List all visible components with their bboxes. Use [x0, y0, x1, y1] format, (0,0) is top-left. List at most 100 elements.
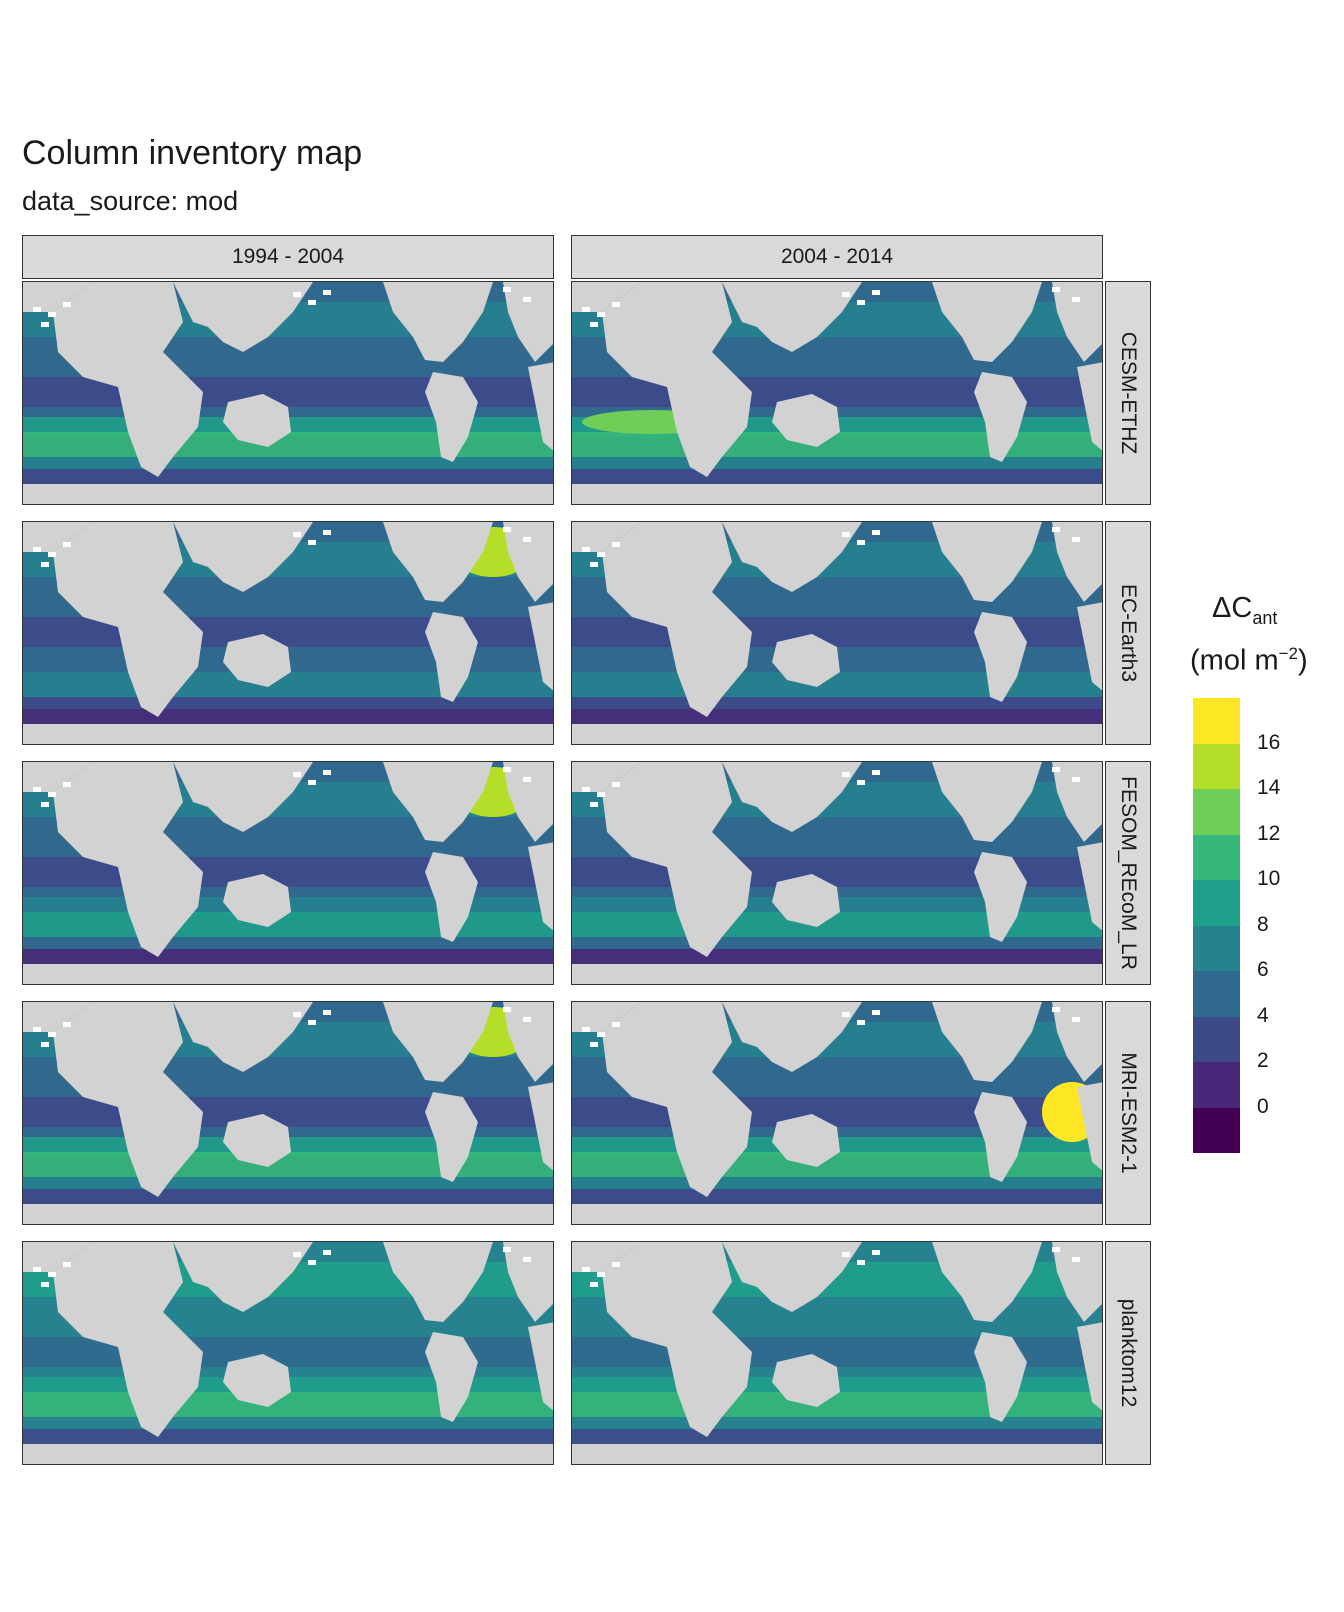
map-panel: [571, 1241, 1103, 1465]
landmass: [974, 1092, 1027, 1182]
landmass: [425, 852, 478, 942]
legend-tick-label: 14: [1257, 776, 1281, 799]
landmass: [503, 1242, 553, 1322]
landmass: [1052, 1242, 1102, 1322]
map-panel: [22, 521, 554, 745]
facet-label: planktom12: [1117, 1298, 1140, 1408]
legend-title: ΔCant: [1212, 592, 1278, 628]
landmass: [528, 1322, 553, 1411]
landmass: [602, 762, 752, 957]
landmass: [503, 282, 553, 362]
landmass: [383, 282, 493, 362]
legend-color-bin: [1193, 1062, 1240, 1108]
map-panel: [571, 761, 1103, 985]
landmass: [772, 1114, 840, 1167]
map-panel: [571, 281, 1103, 505]
landmass: [572, 1002, 642, 1032]
landmass: [1077, 1322, 1102, 1411]
landmass: [528, 362, 553, 451]
landmass: [425, 1092, 478, 1182]
landmass: [772, 634, 840, 687]
landmass: [572, 762, 642, 792]
facet-label: FESOM_REcoM_LR: [1117, 776, 1140, 970]
landmass: [722, 762, 862, 832]
map-panel: [22, 281, 554, 505]
map-canvas: [23, 1242, 553, 1464]
legend-tick-label: 0: [1257, 1094, 1269, 1118]
landmass: [932, 762, 1042, 842]
landmass: [932, 522, 1042, 602]
legend-color-bin: [1193, 789, 1240, 835]
landmass: [173, 1002, 313, 1072]
landmass: [503, 1002, 553, 1082]
map-canvas: [23, 762, 553, 984]
facet-label: MRI-ESM2-1: [1117, 1052, 1140, 1174]
landmass: [118, 562, 153, 617]
landmass: [425, 1332, 478, 1422]
map-canvas: [572, 762, 1102, 984]
legend-tick-label: 4: [1257, 1003, 1269, 1027]
landmass: [503, 762, 553, 842]
facet-label: CESM-ETHZ: [1117, 331, 1140, 455]
legend-tick-label: 16: [1257, 730, 1281, 754]
landmass: [667, 1282, 702, 1337]
landmass: [602, 282, 752, 477]
landmass: [772, 874, 840, 927]
legend-color-bin: [1193, 925, 1240, 971]
map-panel: [22, 1241, 554, 1465]
landmass: [383, 762, 493, 842]
map-panel: [22, 761, 554, 985]
landmass: [572, 522, 642, 552]
map-panel: [571, 1001, 1103, 1225]
map-panel: [22, 1001, 554, 1225]
landmass: [974, 612, 1027, 702]
landmass: [118, 322, 153, 377]
landmass: [528, 602, 553, 691]
landmass: [667, 322, 702, 377]
landmass: [1052, 762, 1102, 842]
landmass: [1077, 1082, 1102, 1171]
landmass: [722, 282, 862, 352]
map-canvas: [572, 282, 1102, 504]
facet-strip-col-2: 2004 - 2014: [571, 235, 1103, 279]
landmass: [1077, 362, 1102, 451]
landmass: [53, 282, 203, 477]
map-panel: [571, 521, 1103, 745]
facet-strip-row-1: CESM-ETHZ: [1105, 281, 1151, 505]
landmass: [425, 372, 478, 462]
facet-strip-col-1: 1994 - 2004: [22, 235, 554, 279]
landmass: [1052, 1002, 1102, 1082]
landmass: [23, 282, 93, 312]
landmass: [503, 522, 553, 602]
landmass: [53, 1242, 203, 1437]
landmass: [53, 762, 203, 957]
landmass: [974, 372, 1027, 462]
landmass: [53, 1002, 203, 1197]
legend-tick-label: 2: [1257, 1049, 1269, 1072]
facet-label: 2004 - 2014: [780, 245, 894, 268]
landmass: [23, 1002, 93, 1032]
landmass: [1052, 282, 1102, 362]
landmass: [23, 762, 93, 792]
landmass: [118, 1282, 153, 1337]
landmass: [383, 1002, 493, 1082]
landmass: [383, 522, 493, 602]
facet-label: 1994 - 2004: [231, 245, 345, 268]
landmass: [173, 1242, 313, 1312]
facet-label: EC-Earth3: [1117, 583, 1140, 683]
landmass: [1052, 522, 1102, 602]
landmass: [425, 612, 478, 702]
landmass: [173, 522, 313, 592]
legend-color-bin: [1193, 834, 1240, 880]
facet-strip-row-2: EC-Earth3: [1105, 521, 1151, 745]
legend-tick-label: 8: [1257, 912, 1269, 936]
legend-tick-label: 10: [1257, 867, 1281, 890]
map-canvas: [572, 1002, 1102, 1224]
landmass: [53, 522, 203, 717]
landmass: [974, 852, 1027, 942]
landmass: [1077, 842, 1102, 931]
landmass: [602, 522, 752, 717]
legend-tick-label: 12: [1257, 821, 1281, 845]
landmass: [722, 1242, 862, 1312]
legend-color-bin: [1193, 971, 1240, 1017]
